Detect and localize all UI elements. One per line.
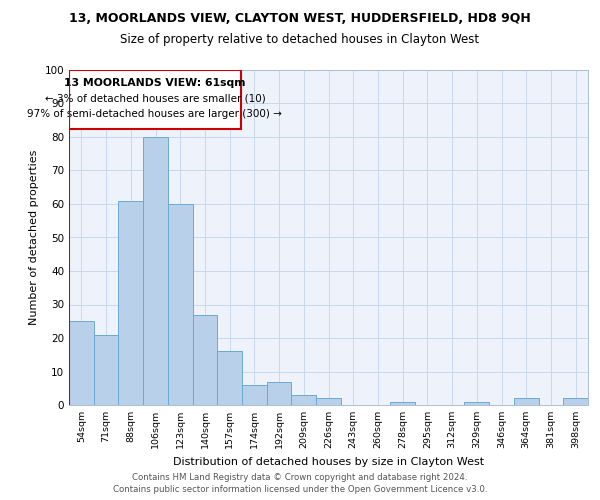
Bar bbox=[168, 204, 193, 405]
Bar bbox=[193, 314, 217, 405]
Bar bbox=[217, 352, 242, 405]
X-axis label: Distribution of detached houses by size in Clayton West: Distribution of detached houses by size … bbox=[173, 456, 484, 466]
Bar bbox=[390, 402, 415, 405]
Bar bbox=[143, 137, 168, 405]
Bar bbox=[292, 395, 316, 405]
Text: Size of property relative to detached houses in Clayton West: Size of property relative to detached ho… bbox=[121, 32, 479, 46]
Bar bbox=[464, 402, 489, 405]
Text: Contains HM Land Registry data © Crown copyright and database right 2024.
Contai: Contains HM Land Registry data © Crown c… bbox=[113, 472, 487, 494]
Bar bbox=[69, 322, 94, 405]
Bar bbox=[514, 398, 539, 405]
Bar bbox=[242, 385, 267, 405]
Bar bbox=[563, 398, 588, 405]
Bar bbox=[316, 398, 341, 405]
Y-axis label: Number of detached properties: Number of detached properties bbox=[29, 150, 39, 325]
Text: 13 MOORLANDS VIEW: 61sqm: 13 MOORLANDS VIEW: 61sqm bbox=[64, 78, 245, 88]
Text: 13, MOORLANDS VIEW, CLAYTON WEST, HUDDERSFIELD, HD8 9QH: 13, MOORLANDS VIEW, CLAYTON WEST, HUDDER… bbox=[69, 12, 531, 26]
Bar bbox=[118, 200, 143, 405]
Text: ← 3% of detached houses are smaller (10): ← 3% of detached houses are smaller (10) bbox=[44, 94, 265, 104]
Bar bbox=[94, 334, 118, 405]
Bar bbox=[267, 382, 292, 405]
Bar bbox=[69, 70, 241, 128]
Text: 97% of semi-detached houses are larger (300) →: 97% of semi-detached houses are larger (… bbox=[28, 108, 283, 118]
